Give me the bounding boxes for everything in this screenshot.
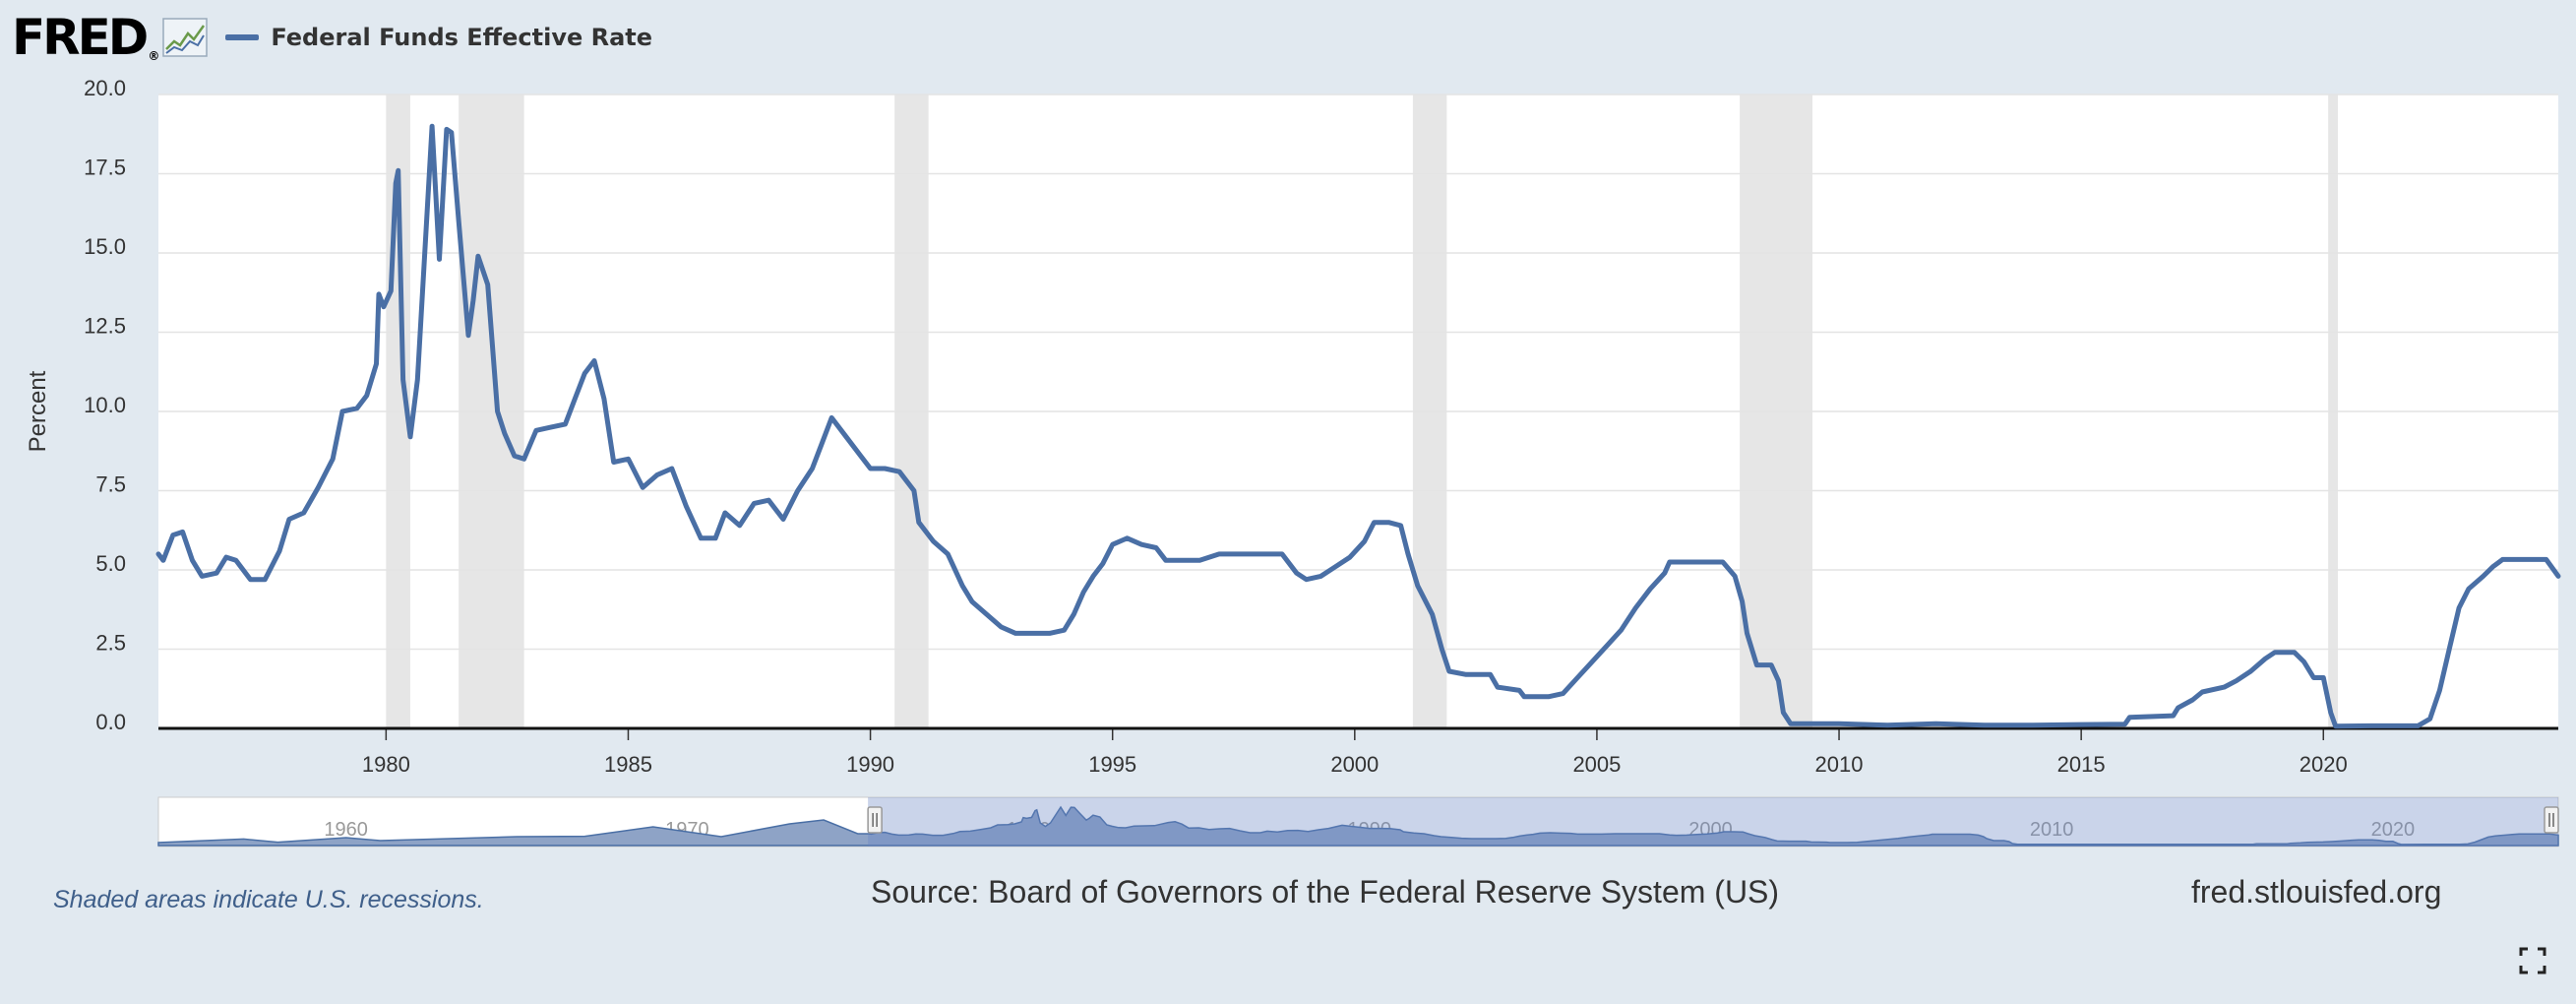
y-tick-label: 7.5 xyxy=(95,472,126,497)
handle-grip[interactable] xyxy=(2544,806,2559,834)
gridlines xyxy=(158,94,2558,651)
recession-note: Shaded areas indicate U.S. recessions. xyxy=(53,886,484,913)
y-tick-label: 0.0 xyxy=(95,710,126,734)
y-axis-label: Percent xyxy=(25,370,51,452)
site-link[interactable]: fred.stlouisfed.org xyxy=(2191,874,2442,910)
handle-grip[interactable] xyxy=(867,806,883,834)
y-tick-label: 17.5 xyxy=(84,156,126,180)
x-tick-label: 2005 xyxy=(1572,752,1621,777)
fred-logo[interactable]: FRED ® xyxy=(12,13,159,62)
x-tick-label: 2020 xyxy=(2300,752,2348,777)
chart-header: FRED ® Federal Funds Effective Rate xyxy=(12,8,652,67)
y-tick-label: 15.0 xyxy=(84,234,126,259)
line-chart-icon xyxy=(162,18,209,57)
series-line[interactable] xyxy=(155,123,2561,729)
x-tick-label: 1985 xyxy=(604,752,652,777)
x-tick-label: 2000 xyxy=(1330,752,1379,777)
x-axis-ticks: 1980 1985 1990 1995 2000 2005 2010 2015 2020 xyxy=(158,726,2558,777)
y-tick-label: 5.0 xyxy=(95,551,126,576)
navigator-tick-label: 2020 xyxy=(2371,819,2416,841)
x-tick-label: 1995 xyxy=(1088,752,1136,777)
navigator-tick-label: 2010 xyxy=(2030,819,2074,841)
x-tick-label: 1980 xyxy=(362,752,410,777)
navigator-left-handle[interactable] xyxy=(867,806,883,834)
series-line-group[interactable] xyxy=(155,123,2561,729)
fullscreen-icon[interactable] xyxy=(2519,947,2546,974)
x-tick-label: 2015 xyxy=(2057,752,2106,777)
y-tick-label: 20.0 xyxy=(84,76,126,100)
navigator-tick-label: 1960 xyxy=(324,819,368,841)
y-tick-label: 2.5 xyxy=(95,631,126,656)
navigator-selection[interactable] xyxy=(868,797,2559,847)
logo-text: FRED xyxy=(12,9,149,66)
navigator-area xyxy=(157,805,2559,847)
legend-swatch xyxy=(225,34,260,40)
legend[interactable]: Federal Funds Effective Rate xyxy=(225,24,652,51)
range-navigator[interactable]: 1960197019801990200020102020 xyxy=(157,796,2559,847)
source-text: Source: Board of Governors of the Federa… xyxy=(871,874,1780,910)
y-tick-label: 10.0 xyxy=(84,393,126,417)
y-tick-label: 12.5 xyxy=(84,314,126,339)
y-axis-ticks: 0.0 2.5 5.0 7.5 10.0 12.5 15.0 17.5 20.0 xyxy=(84,76,126,734)
x-tick-label: 1990 xyxy=(846,752,894,777)
x-tick-label: 2010 xyxy=(1815,752,1864,777)
navigator-right-handle[interactable] xyxy=(2544,806,2559,834)
legend-label: Federal Funds Effective Rate xyxy=(271,24,653,51)
